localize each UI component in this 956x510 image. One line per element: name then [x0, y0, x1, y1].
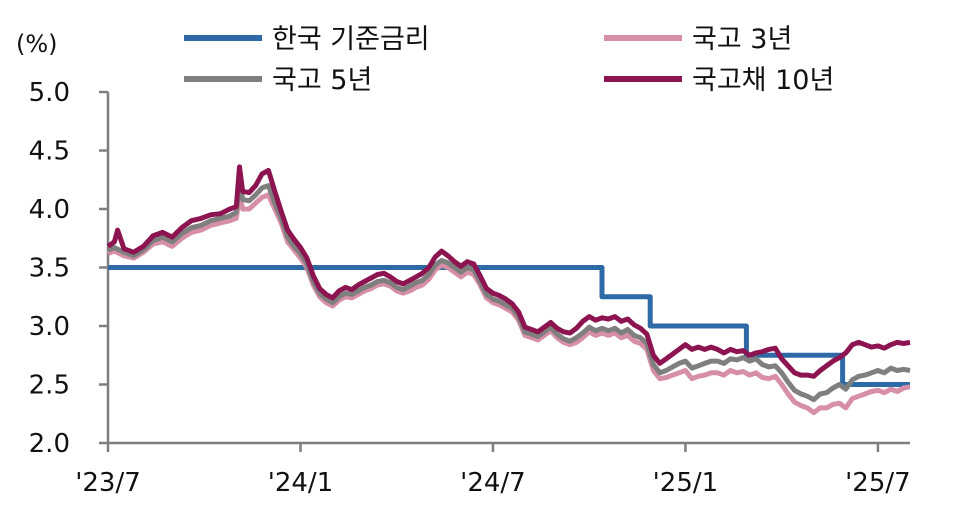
y-tick-label: 4.5	[29, 137, 70, 167]
y-axis: 2.0 2.5 3.0 3.5 4.0 4.5 5.0	[29, 78, 110, 459]
legend-label: 한국 기준금리	[272, 24, 430, 55]
legend-label: 국고채 10년	[692, 65, 834, 96]
legend-item-1: 국고 3년	[604, 24, 792, 55]
y-tick-label: 3.0	[29, 312, 70, 342]
x-tick-label: '23/7	[75, 468, 141, 498]
x-tick-label: '25/1	[653, 468, 719, 498]
y-tick-label: 5.0	[29, 78, 70, 108]
x-tick-label: '24/1	[268, 468, 334, 498]
legend-label: 국고 5년	[272, 65, 372, 96]
legend-item-2: 국고 5년	[184, 65, 372, 96]
legend-item-3: 국고채 10년	[604, 65, 834, 96]
y-unit-label: (%)	[16, 30, 58, 58]
series-line-1	[107, 192, 911, 416]
series-layer	[106, 164, 911, 416]
x-axis: '23/7 '24/1 '24/7 '25/1 '25/7	[75, 441, 911, 498]
y-tick-label: 3.5	[29, 254, 70, 284]
x-tick-label: '25/7	[845, 468, 911, 498]
legend-item-0: 한국 기준금리	[184, 24, 430, 55]
series-line-2	[107, 177, 911, 403]
x-tick-label: '24/7	[460, 468, 526, 498]
y-tick-label: 4.0	[29, 195, 70, 225]
legend-label: 국고 3년	[692, 24, 792, 55]
y-tick-label: 2.0	[29, 429, 70, 459]
series-line-0	[108, 265, 910, 387]
series-line-3	[106, 164, 911, 379]
y-tick-label: 2.5	[29, 371, 70, 401]
